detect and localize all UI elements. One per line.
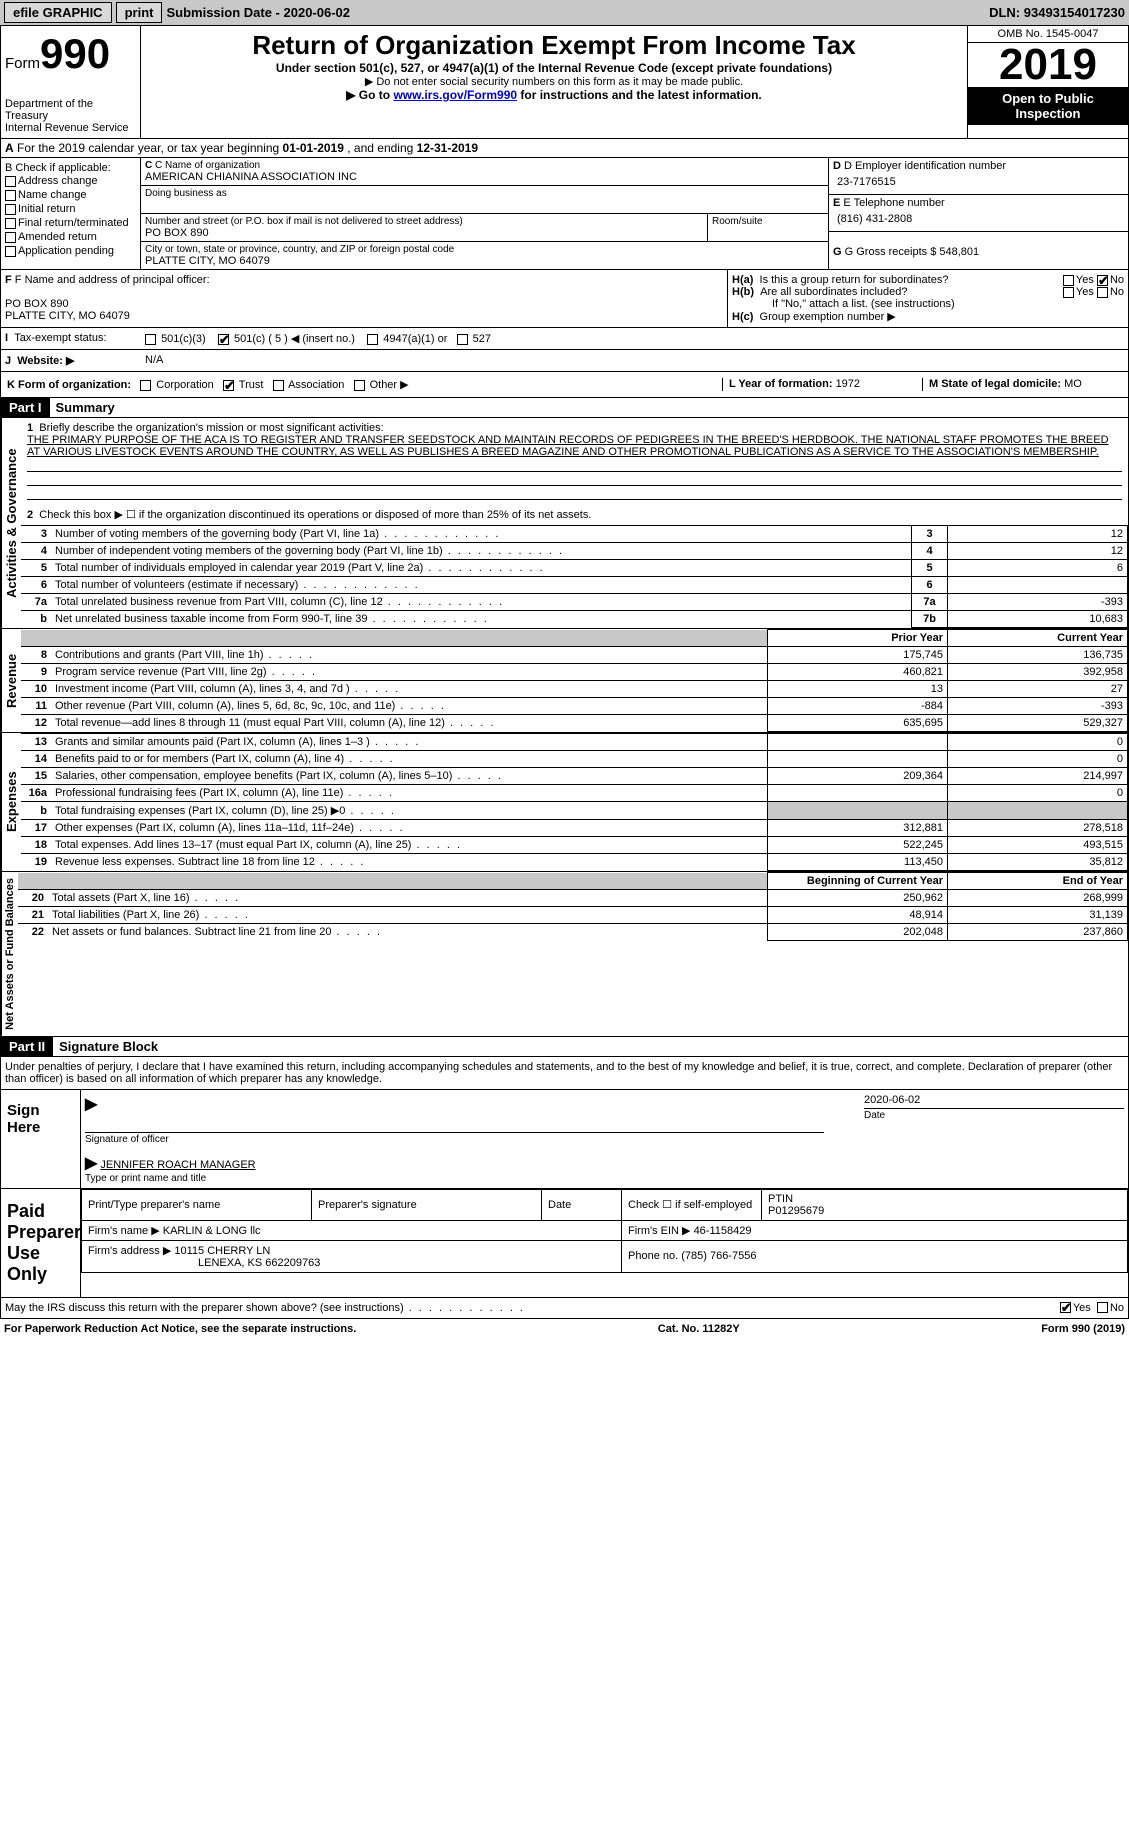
col-b-checkboxes: B Check if applicable: Address change Na…	[1, 158, 141, 269]
officer-name: JENNIFER ROACH MANAGER	[100, 1159, 255, 1171]
omb-cell: OMB No. 1545-0047 2019 Open to Public In…	[968, 26, 1128, 138]
header: Form990 Department of the Treasury Inter…	[0, 25, 1129, 139]
header-sub2: ▶ Do not enter social security numbers o…	[145, 75, 963, 88]
preparer-table: Print/Type preparer's name Preparer's si…	[81, 1189, 1128, 1273]
efile-button[interactable]: efile GRAPHIC	[4, 2, 112, 23]
vlabel-netassets: Net Assets or Fund Balances	[1, 872, 18, 1036]
cb-4947[interactable]	[367, 334, 378, 345]
part1-ag: Activities & Governance 1 Briefly descri…	[0, 418, 1129, 629]
row-a: A For the 2019 calendar year, or tax yea…	[0, 139, 1129, 158]
footer: For Paperwork Reduction Act Notice, see …	[0, 1319, 1129, 1339]
cb-app-pending[interactable]: Application pending	[5, 244, 136, 258]
header-sub3: ▶ Go to www.irs.gov/Form990 for instruct…	[145, 88, 963, 102]
cb-amended[interactable]: Amended return	[5, 230, 136, 244]
cb-other[interactable]	[354, 380, 365, 391]
vlabel-activities: Activities & Governance	[1, 418, 21, 628]
ag-table: 3Number of voting members of the governi…	[21, 525, 1128, 628]
discuss-yes-checkbox[interactable]	[1060, 1302, 1071, 1313]
org-name-field: C C Name of organization AMERICAN CHIANI…	[141, 158, 828, 186]
paid-preparer-label: Paid Preparer Use Only	[1, 1189, 81, 1297]
ha-no-checkbox[interactable]	[1097, 275, 1108, 286]
q2: 2 Check this box ▶ ☐ if the organization…	[21, 504, 1128, 525]
address-field: Number and street (or P.O. box if mail i…	[141, 214, 828, 242]
cb-trust[interactable]	[223, 380, 234, 391]
ein-field: D D Employer identification number 23-71…	[829, 158, 1128, 195]
section-f: F F Name and address of principal office…	[0, 270, 1129, 328]
discuss-row: May the IRS discuss this return with the…	[0, 1298, 1129, 1319]
vlabel-revenue: Revenue	[1, 629, 21, 732]
cb-corp[interactable]	[140, 380, 151, 391]
gross-receipts-field: G G Gross receipts $ 548,801	[829, 232, 1128, 260]
form-label-cell: Form990 Department of the Treasury Inter…	[1, 26, 141, 138]
b-label: B Check if applicable:	[5, 162, 136, 174]
part1-exp: Expenses 13Grants and similar amounts pa…	[0, 733, 1129, 872]
hb-yes-checkbox[interactable]	[1063, 287, 1074, 298]
arrow-icon: ▶	[85, 1096, 97, 1113]
submission-label: Submission Date - 2020-06-02	[166, 5, 350, 20]
arrow-icon: ▶	[85, 1155, 97, 1172]
cb-501c3[interactable]	[145, 334, 156, 345]
header-title-cell: Return of Organization Exempt From Incom…	[141, 26, 968, 138]
col-c: C C Name of organization AMERICAN CHIANI…	[141, 158, 828, 269]
hb-no-checkbox[interactable]	[1097, 287, 1108, 298]
header-sub1: Under section 501(c), 527, or 4947(a)(1)…	[145, 61, 963, 75]
irs-label: Internal Revenue Service	[5, 122, 136, 134]
print-button[interactable]: print	[116, 2, 163, 23]
cb-501c[interactable]	[218, 334, 229, 345]
sig-date: 2020-06-02	[864, 1094, 1124, 1106]
principal-officer: F F Name and address of principal office…	[1, 270, 728, 327]
col-d: D D Employer identification number 23-71…	[828, 158, 1128, 269]
mission-block: 1 Briefly describe the organization's mi…	[21, 418, 1128, 504]
cb-initial-return[interactable]: Initial return	[5, 202, 136, 216]
tax-year: 2019	[968, 43, 1128, 87]
rev-table: Prior YearCurrent Year8Contributions and…	[21, 629, 1128, 732]
dln: DLN: 93493154017230	[989, 5, 1125, 20]
sign-here-label: Sign Here	[1, 1090, 81, 1188]
dba-field: Doing business as	[141, 186, 828, 214]
cb-527[interactable]	[457, 334, 468, 345]
section-b: B Check if applicable: Address change Na…	[0, 158, 1129, 270]
part1-header: Part I Summary	[0, 398, 1129, 418]
discuss-no-checkbox[interactable]	[1097, 1302, 1108, 1313]
ha-yes-checkbox[interactable]	[1063, 275, 1074, 286]
sig-officer-line: Signature of officer	[85, 1132, 824, 1145]
cb-final-return[interactable]: Final return/terminated	[5, 216, 136, 230]
signature-block: Under penalties of perjury, I declare th…	[0, 1057, 1129, 1298]
perjury-text: Under penalties of perjury, I declare th…	[1, 1057, 1128, 1090]
page-title: Return of Organization Exempt From Incom…	[145, 30, 963, 61]
cb-assoc[interactable]	[273, 380, 284, 391]
cb-address-change[interactable]: Address change	[5, 174, 136, 188]
part1-net: Net Assets or Fund Balances Beginning of…	[0, 872, 1129, 1037]
topbar: efile GRAPHIC print Submission Date - 20…	[0, 0, 1129, 25]
net-table: Beginning of Current YearEnd of Year20To…	[18, 872, 1128, 941]
cb-name-change[interactable]: Name change	[5, 188, 136, 202]
form-990-label: Form990	[5, 30, 136, 78]
row-tax-status: I Tax-exempt status: 501(c)(3) 501(c) ( …	[0, 328, 1129, 350]
vlabel-expenses: Expenses	[1, 733, 21, 871]
dept-treasury: Department of the Treasury	[5, 98, 136, 122]
inspection-badge: Open to Public Inspection	[968, 87, 1128, 125]
irs-link[interactable]: www.irs.gov/Form990	[393, 88, 517, 102]
hb-note: If "No," attach a list. (see instruction…	[732, 298, 1124, 310]
part1-rev: Revenue Prior YearCurrent Year8Contribut…	[0, 629, 1129, 733]
exp-table: 13Grants and similar amounts paid (Part …	[21, 733, 1128, 871]
row-website: J Website: ▶ N/A	[0, 350, 1129, 372]
col-h: H(a) Is this a group return for subordin…	[728, 270, 1128, 327]
city-field: City or town, state or province, country…	[141, 242, 828, 269]
row-k: K Form of organization: Corporation Trus…	[0, 372, 1129, 398]
part2-header: Part II Signature Block	[0, 1037, 1129, 1057]
phone-field: E E Telephone number (816) 431-2808	[829, 195, 1128, 232]
